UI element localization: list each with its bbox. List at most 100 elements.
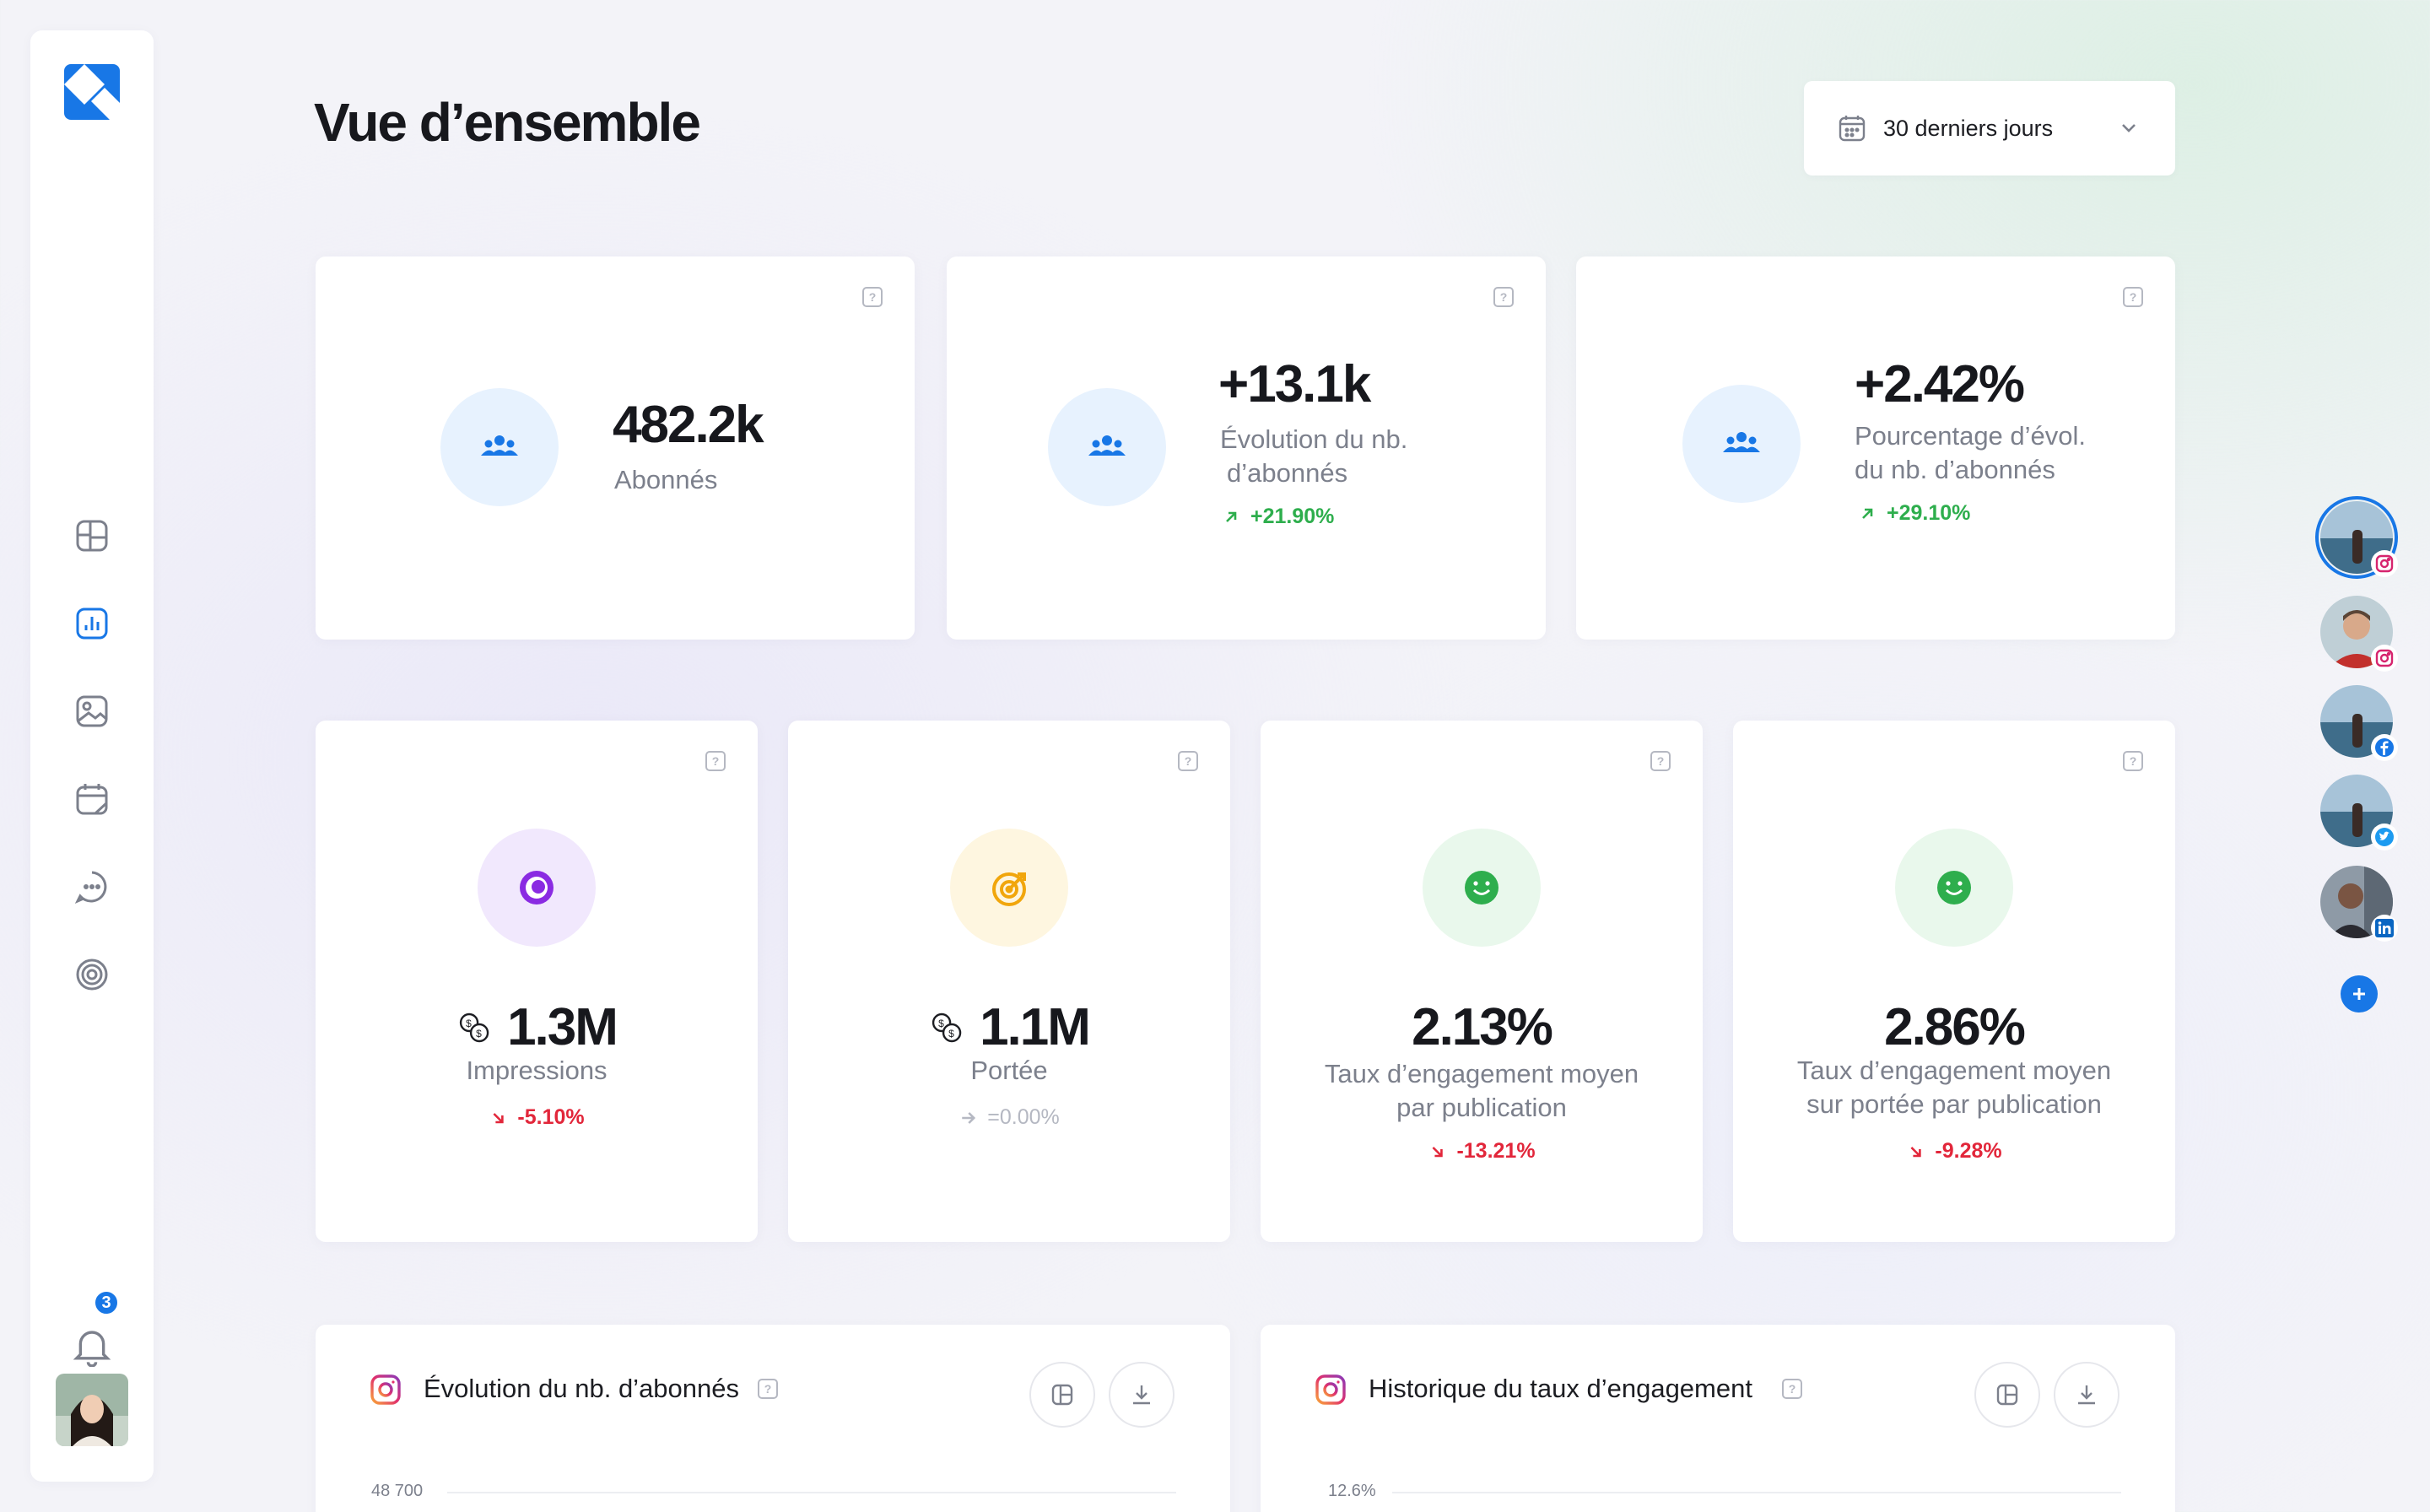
- target-icon: [76, 958, 108, 991]
- kpi-delta: =0.00%: [958, 1105, 1060, 1130]
- calendar-icon: [1839, 116, 1866, 142]
- twitter-badge: [2371, 824, 2398, 850]
- y-axis-tick: 12.6%: [1328, 1482, 1376, 1500]
- account-switcher-item-4[interactable]: [2315, 770, 2398, 852]
- layout-icon: [1051, 1384, 1073, 1406]
- kpi-label: Abonnés: [614, 465, 718, 494]
- kpi-label: Portée: [970, 1056, 1048, 1085]
- kpi-value: 1.1M: [980, 998, 1091, 1056]
- kpi-card-subscribers: ? 482.2k Abonnés: [316, 256, 915, 640]
- users-icon: [1088, 435, 1126, 456]
- layout-toggle-button[interactable]: [1029, 1362, 1095, 1428]
- sidebar-item-analytics[interactable]: [71, 602, 113, 645]
- arrow-right-icon: [962, 1111, 976, 1124]
- arrow-up-right-icon: [1226, 511, 1237, 522]
- date-range-select[interactable]: 30 derniers jours: [1804, 81, 2175, 176]
- users-icon: [481, 435, 518, 456]
- kpi-icon-circle: [950, 829, 1068, 947]
- help-icon[interactable]: ?: [1178, 751, 1198, 771]
- account-switcher-item-1[interactable]: [2315, 496, 2398, 579]
- sidebar-item-messages[interactable]: [71, 866, 113, 908]
- download-button[interactable]: [2054, 1362, 2120, 1428]
- sidebar-item-dashboard[interactable]: [71, 515, 113, 557]
- coins-icon: $$: [932, 1012, 962, 1042]
- kpi-card-engagement-reach-rate: ? 2.86% Taux d’engagement moyen sur port…: [1733, 721, 2175, 1242]
- app-logo-icon[interactable]: [62, 62, 122, 122]
- smile-icon: [1465, 871, 1498, 904]
- linkedin-icon: [2375, 919, 2394, 937]
- help-icon[interactable]: ?: [2123, 287, 2143, 307]
- instagram-icon: [1315, 1374, 1346, 1405]
- avatar[interactable]: [56, 1374, 128, 1446]
- layout-icon: [1996, 1384, 2018, 1406]
- kpi-delta: +21.90%: [1222, 505, 1334, 529]
- svg-text:$: $: [476, 1028, 482, 1040]
- kpi-icon-circle: [1895, 829, 2013, 947]
- chart-title: Historique du taux d’engagement: [1369, 1374, 1752, 1403]
- kpi-icon-circle: [1048, 388, 1166, 506]
- linkedin-badge: [2371, 915, 2398, 942]
- kpi-card-subscribers-growth-percent: ? +2.42% Pourcentage d’évol. du nb. d’ab…: [1576, 256, 2175, 640]
- help-icon[interactable]: ?: [1493, 287, 1514, 307]
- kpi-value: 482.2k: [613, 396, 764, 454]
- kpi-value: +2.42%: [1855, 355, 2025, 413]
- sidebar-item-calendar[interactable]: [71, 778, 113, 820]
- gridline: [447, 1492, 1176, 1493]
- help-icon[interactable]: ?: [705, 751, 726, 771]
- help-icon[interactable]: ?: [1650, 751, 1671, 771]
- kpi-label-line-2: d’abonnés: [1227, 458, 1348, 488]
- kpi-value: 2.86%: [1884, 998, 2026, 1056]
- account-switcher-item-2[interactable]: [2315, 591, 2398, 673]
- kpi-icon-circle: [1682, 385, 1801, 503]
- target-icon: [992, 872, 1026, 906]
- dashboard-icon: [76, 520, 108, 552]
- sidebar-item-target[interactable]: [71, 953, 113, 996]
- svg-text:$: $: [938, 1018, 944, 1029]
- kpi-value-row: $ $ 1.1M: [929, 997, 1091, 1057]
- kpi-label-line-2: sur portée par publication: [1806, 1089, 2102, 1119]
- kpi-delta: -9.28%: [1906, 1139, 2002, 1164]
- arrow-down-right-icon: [1432, 1146, 1443, 1157]
- svg-text:$: $: [948, 1028, 954, 1040]
- kpi-card-reach: ? $ $ 1.1M Portée =0.00%: [788, 721, 1230, 1242]
- y-axis-tick: 48 700: [371, 1482, 424, 1500]
- plus-icon: [2353, 988, 2365, 1000]
- chart-card-engagement-history: Historique du taux d’engagement ? 12.6%: [1261, 1325, 2175, 1512]
- arrow-down-right-icon: [493, 1112, 504, 1123]
- instagram-icon: [370, 1374, 401, 1405]
- analytics-icon: [76, 608, 108, 640]
- arrow-up-right-icon: [1862, 508, 1873, 519]
- add-account-button[interactable]: [2341, 975, 2378, 1012]
- page-title: Vue d’ensemble: [314, 92, 701, 153]
- notification-badge: 3: [93, 1289, 120, 1316]
- kpi-delta: +29.10%: [1858, 501, 1970, 526]
- download-icon: [2078, 1385, 2095, 1405]
- instagram-icon: [2375, 554, 2394, 573]
- layout-toggle-button[interactable]: [1974, 1362, 2040, 1428]
- kpi-label-line-1: Taux d’engagement moyen: [1324, 1059, 1639, 1088]
- help-icon[interactable]: ?: [862, 287, 883, 307]
- kpi-label-line-1: Évolution du nb.: [1220, 424, 1408, 454]
- help-icon[interactable]: ?: [2123, 751, 2143, 771]
- media-icon: [76, 695, 108, 727]
- date-range-value: 30 derniers jours: [1883, 115, 2054, 141]
- account-switcher-item-3[interactable]: [2315, 680, 2398, 763]
- kpi-value: 1.3M: [507, 998, 618, 1056]
- kpi-card-engagement-rate: ? 2.13% Taux d’engagement moyen par publ…: [1261, 721, 1703, 1242]
- messages-icon: [74, 871, 107, 904]
- chevron-down-icon: [2122, 124, 2136, 132]
- selected-ring: [2315, 496, 2398, 579]
- twitter-icon: [2375, 828, 2394, 846]
- help-icon[interactable]: ?: [758, 1379, 778, 1399]
- sidebar-item-media[interactable]: [71, 690, 113, 732]
- help-icon[interactable]: ?: [1782, 1379, 1802, 1399]
- account-switcher-item-5[interactable]: [2315, 861, 2398, 943]
- arrow-down-right-icon: [1910, 1146, 1921, 1157]
- bell-icon[interactable]: [71, 1325, 113, 1367]
- kpi-delta: -13.21%: [1428, 1139, 1536, 1164]
- download-button[interactable]: [1109, 1362, 1174, 1428]
- instagram-icon: [2375, 649, 2394, 667]
- kpi-value: +13.1k: [1218, 355, 1371, 413]
- instagram-badge: [2371, 550, 2398, 577]
- gridline: [1392, 1492, 2121, 1493]
